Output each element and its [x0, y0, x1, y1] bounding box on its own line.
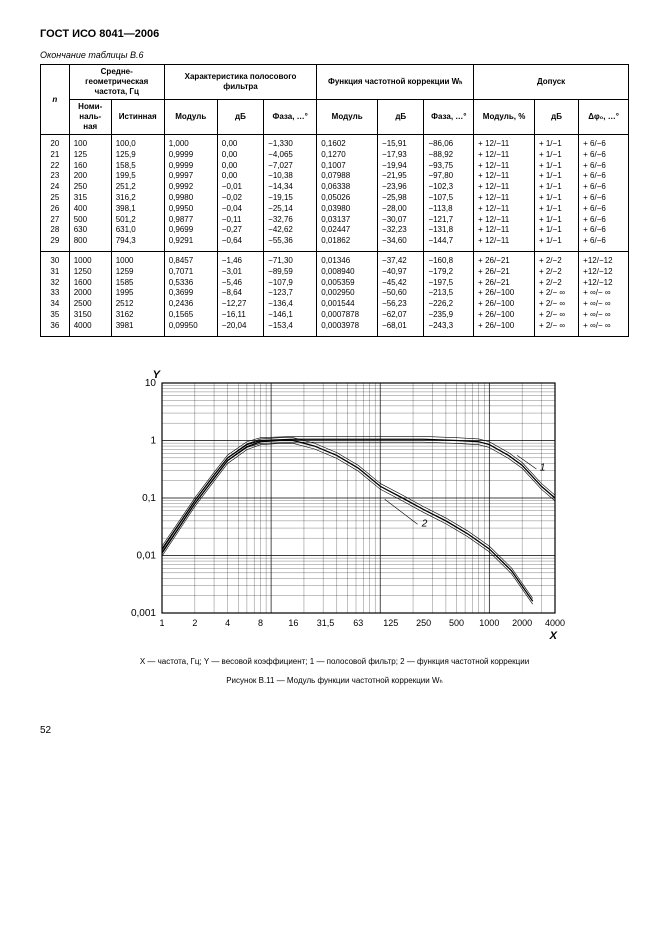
svg-text:4: 4	[225, 618, 230, 628]
svg-text:8: 8	[258, 618, 263, 628]
svg-text:2: 2	[420, 518, 427, 529]
th-tol: Допуск	[474, 65, 629, 100]
svg-text:1: 1	[539, 462, 545, 473]
table-cell: 30313233343536	[41, 251, 70, 336]
svg-text:0,01: 0,01	[136, 550, 156, 561]
svg-text:2: 2	[192, 618, 197, 628]
th-filter: Характеристика полосового фильтра	[164, 65, 317, 100]
svg-text:1000: 1000	[479, 618, 499, 628]
svg-text:1: 1	[159, 618, 164, 628]
svg-text:2000: 2000	[512, 618, 532, 628]
chart-svg: 1010,10,010,00112481631,5631252505001000…	[100, 365, 570, 645]
table-cell: 100125160200250315400500630800	[69, 135, 111, 252]
page-number: 52	[40, 725, 629, 736]
doc-header: ГОСТ ИСО 8041—2006	[40, 28, 629, 40]
table-cell: 0,013460,0089400,0053590,0029500,0015440…	[317, 251, 378, 336]
table-cell: −1,46−3,01−5,46−8,64−12,27−16,11−20,04	[217, 251, 263, 336]
table-cell: 1000125016002000250031504000	[69, 251, 111, 336]
table-cell: 1,0000,99990,99990,99970,99920,99800,995…	[164, 135, 217, 252]
table-cell: −160,8−179,2−197,5−213,5−226,2−235,9−243…	[424, 251, 474, 336]
svg-text:16: 16	[288, 618, 298, 628]
table-cell: +12/−12+12/−12+12/−12+ ∞/− ∞+ ∞/− ∞+ ∞/−…	[579, 251, 629, 336]
th-modpct: Модуль, %	[474, 100, 535, 135]
data-table: n Средне-геометрическая частота, Гц Хара…	[40, 64, 629, 337]
svg-text:31,5: 31,5	[316, 618, 334, 628]
svg-text:X: X	[548, 630, 557, 642]
th-nom: Номи-наль-ная	[69, 100, 111, 135]
svg-text:4000: 4000	[544, 618, 564, 628]
table-cell: −71,30−89,59−107,9−123,7−136,4−146,1−153…	[264, 251, 317, 336]
svg-text:500: 500	[448, 618, 463, 628]
table-cell: + 1/−1+ 1/−1+ 1/−1+ 1/−1+ 1/−1+ 1/−1+ 1/…	[534, 135, 578, 252]
svg-text:125: 125	[383, 618, 398, 628]
table-cell: −86,06−88,92−93,75−97,80−102,3−107,5−113…	[424, 135, 474, 252]
th-dphi: Δφ₀, …°	[579, 100, 629, 135]
th-mod1: Модуль	[164, 100, 217, 135]
th-db3: дБ	[534, 100, 578, 135]
table-cell: −1,330−4,065−7,027−10,38−14,34−19,15−25,…	[264, 135, 317, 252]
th-true: Истинная	[111, 100, 164, 135]
figure: 1010,10,010,00112481631,5631252505001000…	[40, 365, 629, 685]
table-cell: 20212223242526272829	[41, 135, 70, 252]
table-cell: 0,16020,12700,10070,079880,063380,050260…	[317, 135, 378, 252]
th-db1: дБ	[217, 100, 263, 135]
table-cell: 0,000,000,000,00−0,01−0,02−0,04−0,11−0,2…	[217, 135, 263, 252]
table-cell: + 12/−11+ 12/−11+ 12/−11+ 12/−11+ 12/−11…	[474, 135, 535, 252]
table-cell: 0,84570,70710,53360,36990,24360,15650,09…	[164, 251, 217, 336]
table-cell: + 2/−2+ 2/−2+ 2/−2+ 2/− ∞+ 2/− ∞+ 2/− ∞+…	[534, 251, 578, 336]
th-mod2: Модуль	[317, 100, 378, 135]
th-freq: Средне-геометрическая частота, Гц	[69, 65, 164, 100]
svg-text:250: 250	[416, 618, 431, 628]
svg-text:63: 63	[353, 618, 363, 628]
th-corr: Функция частотной коррекции Wₕ	[317, 65, 474, 100]
svg-text:0,1: 0,1	[142, 493, 156, 504]
th-n: n	[41, 65, 70, 135]
svg-text:0,001: 0,001	[130, 608, 155, 619]
table-cell: 1000125915851995251231623981	[111, 251, 164, 336]
th-db2: дБ	[378, 100, 424, 135]
svg-text:1: 1	[150, 435, 156, 446]
figure-legend: X — частота, Гц; Y — весовой коэффициент…	[40, 657, 629, 666]
table-caption: Окончание таблицы В.6	[40, 50, 629, 60]
th-ph1: Фаза, …°	[264, 100, 317, 135]
figure-caption: Рисунок В.11 — Модуль функции частотной …	[40, 676, 629, 685]
table-cell: + 6/−6+ 6/−6+ 6/−6+ 6/−6+ 6/−6+ 6/−6+ 6/…	[579, 135, 629, 252]
table-cell: 100,0125,9158,5199,5251,2316,2398,1501,2…	[111, 135, 164, 252]
svg-text:Y: Y	[152, 369, 161, 381]
table-cell: + 26/−21+ 26/−21+ 26/−21+ 26/−100+ 26/−1…	[474, 251, 535, 336]
th-ph2: Фаза, …°	[424, 100, 474, 135]
table-cell: −37,42−40,97−45,42−50,60−56,23−62,07−68,…	[378, 251, 424, 336]
table-cell: −15,91−17,93−19,94−21,95−23,96−25,98−28,…	[378, 135, 424, 252]
